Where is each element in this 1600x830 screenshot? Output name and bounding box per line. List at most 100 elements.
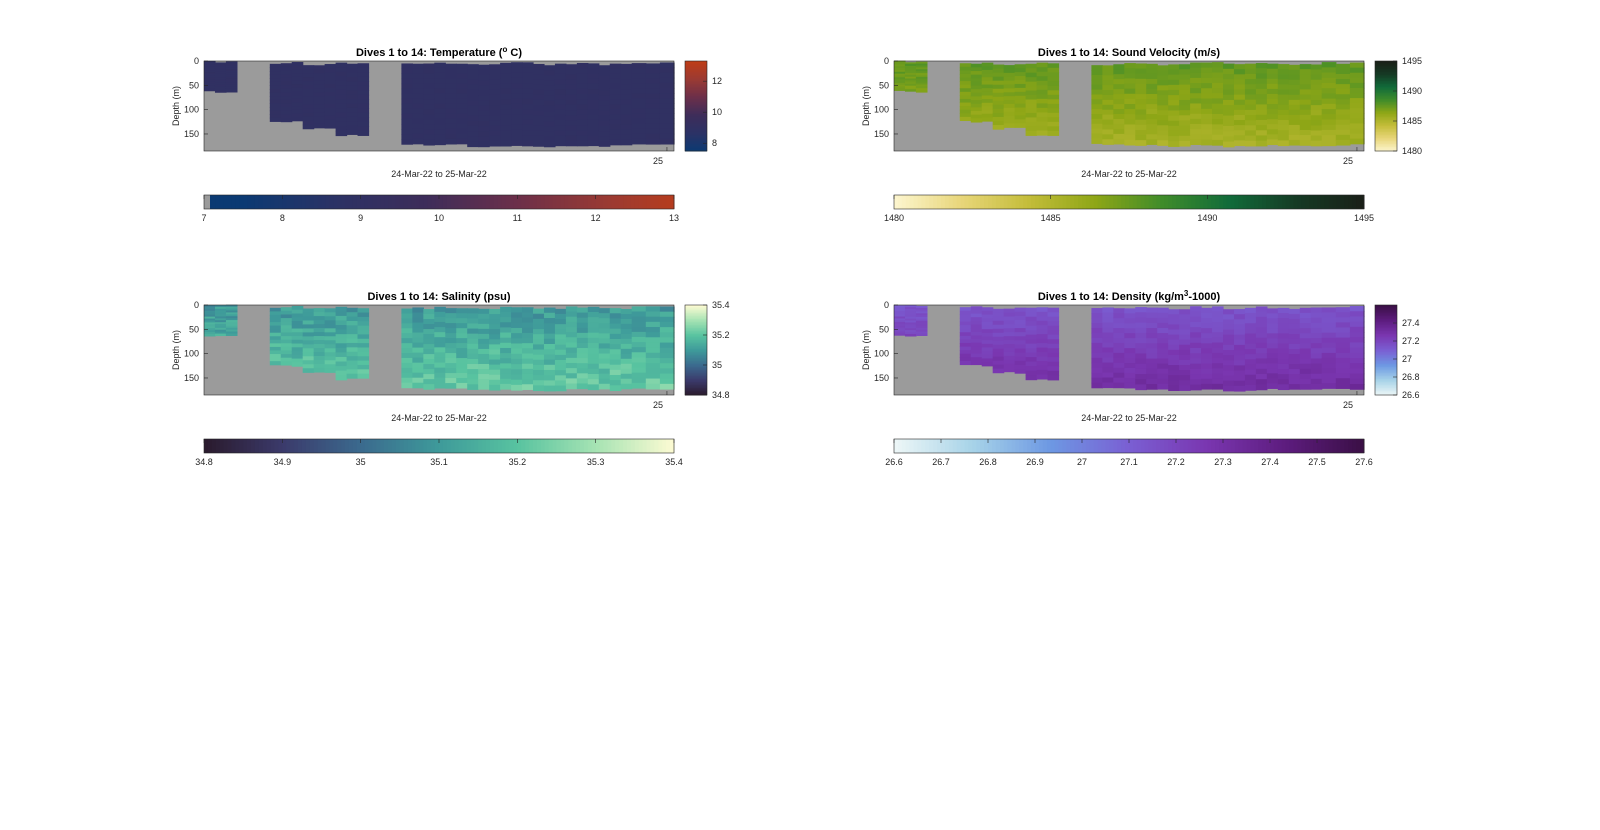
- heatmap-cell: [225, 65, 238, 68]
- heatmap-cell: [631, 362, 647, 369]
- heatmap-cell: [1321, 337, 1337, 344]
- heatmap-cell: [1335, 109, 1351, 116]
- colorbar-swatch: [321, 439, 326, 453]
- heatmap-cell: [511, 77, 523, 84]
- heatmap-cell: [576, 322, 589, 329]
- heatmap-cell: [225, 333, 238, 336]
- heatmap-cell: [904, 76, 917, 80]
- heatmap-cell: [1014, 324, 1027, 329]
- heatmap-cell: [1047, 72, 1060, 78]
- heatmap-cell: [1124, 109, 1136, 115]
- heatmap-cell: [500, 312, 512, 318]
- heatmap-cell: [1201, 358, 1213, 365]
- heatmap-cell: [313, 352, 326, 357]
- colorbar-swatch: [1054, 195, 1059, 209]
- heatmap-cell: [1102, 94, 1114, 101]
- heatmap-cell: [915, 88, 928, 91]
- heatmap-cell: [1179, 99, 1191, 106]
- heatmap-cell: [445, 333, 457, 339]
- heatmap-cell: [1233, 329, 1246, 336]
- heatmap-cell: [1014, 344, 1027, 350]
- colorbar-swatch: [345, 439, 350, 453]
- heatmap-cell: [587, 327, 600, 334]
- heatmap-cell: [324, 340, 337, 345]
- heatmap-cell: [1003, 336, 1016, 341]
- heatmap-cell: [543, 338, 556, 345]
- heatmap-cell: [631, 331, 647, 338]
- heatmap-cell: [1321, 103, 1337, 110]
- heatmap-cell: [565, 74, 578, 81]
- heatmap-cell: [1025, 316, 1038, 322]
- colorbar-swatch: [937, 439, 942, 453]
- colorbar-swatch: [1301, 195, 1306, 209]
- heatmap-cell: [1310, 358, 1323, 365]
- heatmap-cell: [500, 373, 512, 380]
- colorbar-swatch: [599, 195, 604, 209]
- heatmap-cell: [1146, 317, 1158, 324]
- colorbar-swatch: [435, 439, 440, 453]
- heatmap-cell: [1157, 70, 1169, 76]
- heatmap-cell: [609, 308, 622, 314]
- heatmap-cell: [478, 338, 490, 345]
- heatmap-cell: [904, 316, 917, 320]
- heatmap-cell: [894, 333, 906, 336]
- colorbar-swatch: [1019, 195, 1024, 209]
- heatmap-cell: [1168, 74, 1180, 81]
- chart-title: Dives 1 to 14: Density (kg/m3-1000): [1038, 289, 1221, 303]
- heatmap-cell: [1349, 306, 1365, 312]
- colorbar-swatch: [968, 439, 973, 453]
- colorbar-swatch: [1375, 62, 1397, 65]
- heatmap-cell: [1179, 69, 1191, 76]
- heatmap-cell: [291, 321, 304, 326]
- colorbar-swatch: [685, 112, 707, 114]
- colorbar-swatch: [685, 324, 707, 327]
- heatmap-cell: [335, 320, 348, 326]
- heatmap-cell: [522, 348, 534, 355]
- heatmap-cell: [313, 324, 326, 329]
- heatmap-cell: [533, 84, 545, 91]
- heatmap-cell: [324, 348, 337, 353]
- heatmap-cell: [1091, 114, 1103, 120]
- heatmap-cell: [291, 117, 304, 122]
- heatmap-cell: [1288, 369, 1301, 375]
- heatmap-cell: [346, 364, 359, 370]
- heatmap-cell: [1349, 337, 1365, 343]
- heatmap-cell: [357, 117, 370, 123]
- heatmap-cell: [1135, 104, 1147, 111]
- heatmap-cell: [543, 380, 556, 387]
- heatmap-cell: [1003, 96, 1016, 101]
- heatmap-cell: [631, 347, 647, 353]
- heatmap-cell: [565, 357, 578, 364]
- heatmap-cell: [576, 368, 589, 374]
- heatmap-cell: [456, 123, 468, 130]
- colorbar-swatch: [1375, 390, 1397, 393]
- heatmap-cell: [1047, 316, 1060, 322]
- heatmap-cell: [1266, 73, 1279, 80]
- heatmap-cell: [1310, 125, 1323, 132]
- colorbar-swatch: [1375, 85, 1397, 87]
- colorbar-tick-label: 35: [712, 360, 722, 370]
- heatmap-cell: [992, 340, 1005, 346]
- heatmap-cell: [1003, 347, 1016, 353]
- heatmap-cell: [543, 333, 556, 340]
- heatmap-cell: [904, 307, 917, 310]
- heatmap-cell: [346, 68, 359, 74]
- heatmap-cell: [915, 331, 928, 335]
- heatmap-cell: [1288, 109, 1301, 116]
- colorbar-swatch: [615, 439, 620, 453]
- colorbar-swatch: [419, 195, 424, 209]
- heatmap-cell: [598, 378, 611, 385]
- colorbar-swatch: [685, 326, 707, 328]
- colorbar-swatch: [305, 195, 311, 209]
- colorbar-swatch: [211, 439, 217, 453]
- colorbar-swatch: [1109, 195, 1114, 209]
- heatmap-cell: [445, 88, 457, 95]
- heatmap-cell: [598, 323, 611, 329]
- heatmap-cell: [423, 369, 435, 375]
- heatmap-cell: [214, 316, 227, 319]
- heatmap-cell: [904, 318, 917, 322]
- heatmap-cell: [313, 65, 326, 70]
- colorbar-swatch: [364, 439, 369, 453]
- colorbar-swatch: [427, 439, 432, 453]
- colorbar-swatch: [325, 195, 330, 209]
